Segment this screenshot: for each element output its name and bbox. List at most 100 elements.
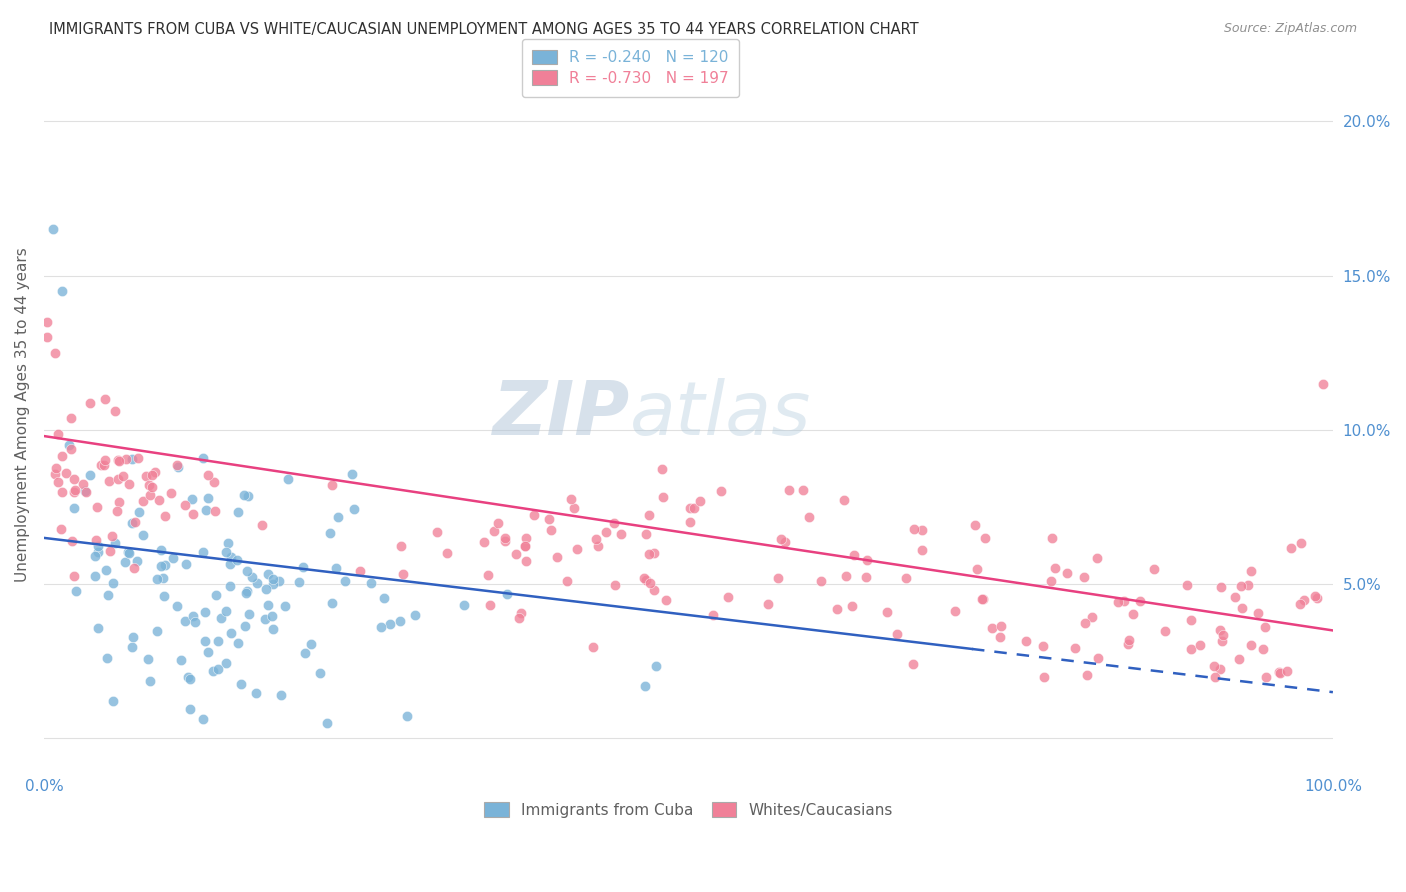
Point (585, 533, 607, 547)
Point (486, 516, 509, 530)
Point (215, 545, 238, 559)
Point (702, 608, 724, 623)
Point (226, 505, 249, 519)
Point (717, 591, 740, 605)
Point (689, 494, 711, 508)
Point (1118, 632, 1140, 647)
Point (152, 570, 174, 584)
Point (1236, 578, 1258, 592)
Point (277, 471, 299, 485)
Point (1143, 561, 1166, 575)
Point (79, 396, 101, 410)
Point (238, 607, 260, 621)
Point (141, 468, 163, 483)
Point (769, 532, 792, 546)
Point (1292, 593, 1315, 607)
Point (219, 557, 242, 571)
Point (494, 534, 516, 549)
Point (181, 608, 204, 623)
Point (245, 686, 267, 700)
Point (638, 547, 661, 561)
Point (436, 546, 458, 560)
Point (565, 542, 588, 557)
Point (896, 571, 918, 585)
Point (107, 453, 129, 467)
Point (84, 533, 107, 548)
Point (83, 568, 105, 582)
Point (94, 392, 117, 406)
Point (634, 679, 657, 693)
Point (122, 630, 145, 644)
Point (235, 564, 257, 578)
Point (87, 621, 110, 635)
Point (1246, 606, 1268, 620)
Point (1204, 670, 1226, 684)
Point (515, 531, 537, 545)
Point (396, 709, 419, 723)
Point (86, 540, 108, 554)
Text: IMMIGRANTS FROM CUBA VS WHITE/CAUCASIAN UNEMPLOYMENT AMONG AGES 35 TO 44 YEARS C: IMMIGRANTS FROM CUBA VS WHITE/CAUCASIAN … (49, 22, 920, 37)
Point (125, 554, 148, 568)
Legend: Immigrants from Cuba, Whites/Caucasians: Immigrants from Cuba, Whites/Caucasians (477, 795, 900, 825)
Point (1112, 594, 1135, 608)
Point (326, 509, 349, 524)
Point (679, 501, 702, 516)
Point (139, 488, 162, 502)
Point (254, 612, 277, 626)
Point (235, 584, 257, 599)
Point (651, 462, 673, 476)
Point (1087, 651, 1109, 665)
Point (240, 569, 263, 583)
Point (121, 452, 143, 467)
Point (1267, 665, 1289, 679)
Point (176, 558, 198, 572)
Point (1129, 593, 1152, 607)
Point (901, 657, 924, 671)
Point (101, 693, 124, 707)
Point (250, 518, 273, 533)
Point (101, 576, 124, 591)
Point (44, 467, 66, 481)
Point (515, 553, 537, 567)
Point (235, 586, 257, 600)
Point (538, 512, 561, 526)
Point (766, 571, 789, 585)
Point (426, 524, 449, 539)
Point (1240, 638, 1263, 652)
Point (1180, 613, 1202, 627)
Point (194, 605, 217, 619)
Point (270, 688, 292, 702)
Point (63, 472, 86, 486)
Point (184, 615, 207, 629)
Point (75, 485, 97, 500)
Point (586, 539, 609, 553)
Point (315, 716, 337, 731)
Point (1230, 579, 1253, 593)
Point (981, 621, 1004, 635)
Point (51, 284, 73, 298)
Point (1209, 624, 1232, 638)
Point (325, 561, 347, 575)
Point (60, 534, 83, 549)
Point (1080, 609, 1102, 624)
Point (117, 545, 139, 559)
Point (87, 545, 110, 559)
Point (114, 555, 136, 569)
Point (1230, 600, 1253, 615)
Point (756, 597, 779, 611)
Point (233, 618, 256, 632)
Point (179, 672, 201, 686)
Point (179, 702, 201, 716)
Point (225, 553, 247, 567)
Point (132, 528, 155, 542)
Point (990, 619, 1012, 633)
Point (193, 545, 215, 559)
Point (1227, 651, 1250, 665)
Point (773, 535, 796, 549)
Point (1056, 566, 1078, 580)
Point (150, 558, 173, 573)
Point (58, 438, 80, 452)
Point (810, 574, 832, 588)
Point (104, 403, 127, 417)
Point (825, 602, 848, 616)
